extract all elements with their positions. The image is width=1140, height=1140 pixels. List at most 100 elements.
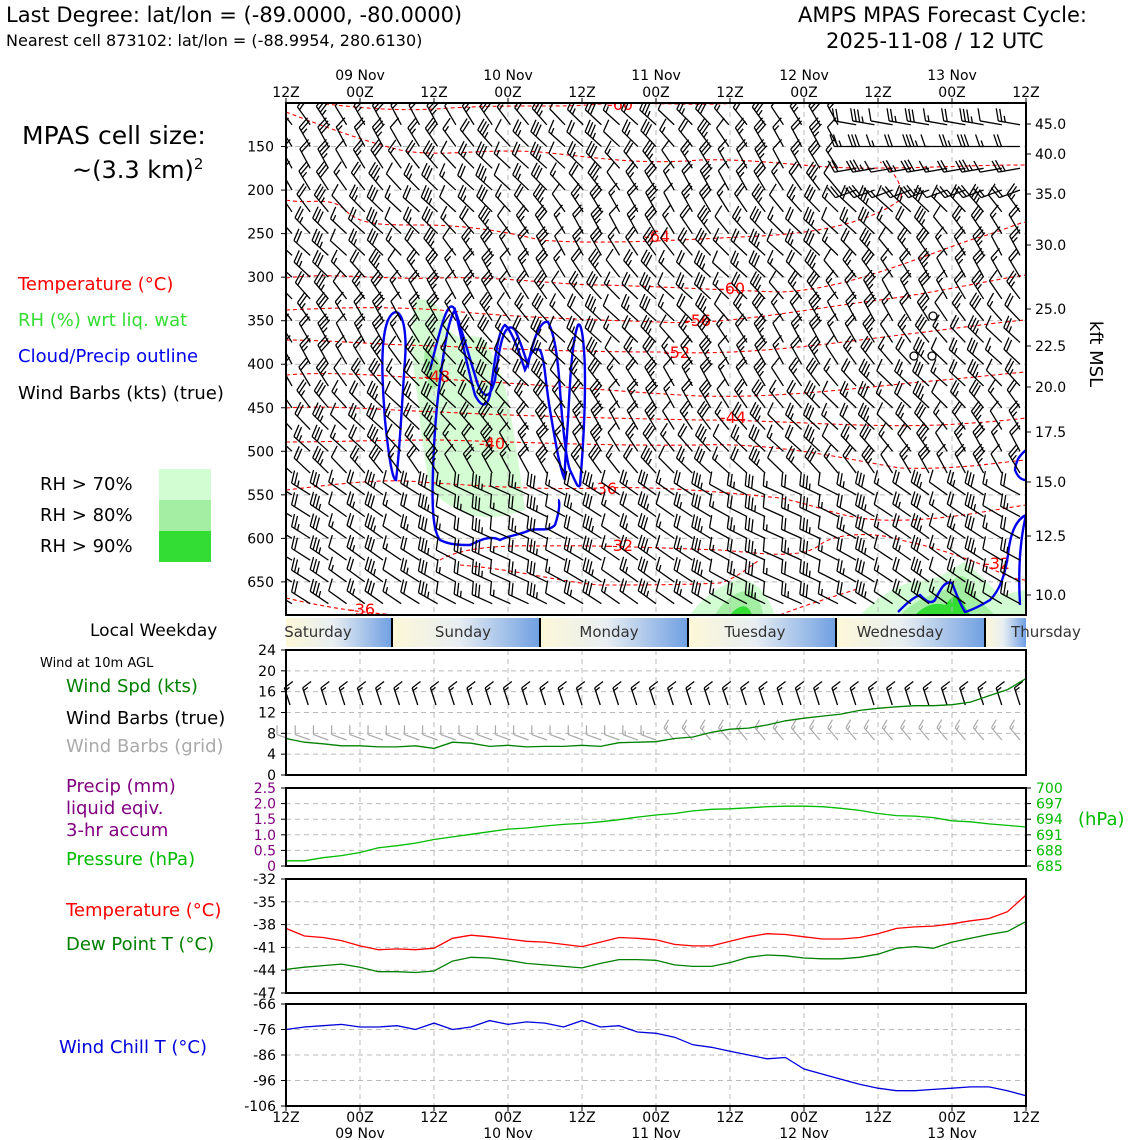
wind-barb: [767, 206, 784, 235]
wind-barb: [948, 359, 966, 387]
wind-barb: [948, 337, 966, 365]
wind-barb: [294, 205, 311, 235]
wind-barb: [582, 470, 602, 496]
wind-barb: [384, 184, 402, 213]
top-date-label: 10 Nov: [483, 68, 533, 84]
legend-sfc-temperature: Temperature (°C): [66, 900, 222, 921]
pressure-tick-label: 600: [247, 531, 274, 547]
wind-barb: [489, 538, 511, 561]
wind-barb: [619, 491, 639, 518]
wind-barb: [566, 315, 584, 343]
wind-barb: [312, 445, 329, 474]
wind-barb: [928, 534, 948, 561]
wind-barb: [309, 578, 329, 605]
wind-barb: [770, 291, 784, 322]
weekday-label: Local Weekday: [90, 621, 218, 641]
wind-barb: [366, 402, 384, 431]
wind-barb: [350, 161, 366, 191]
wind-barb: [999, 493, 1021, 518]
wind-barb: [497, 400, 511, 430]
wind-barb: [329, 424, 348, 452]
wind-barb: [405, 335, 420, 365]
wind-barb: [895, 205, 912, 235]
wind-barb: [512, 119, 530, 147]
wind-barb: [839, 206, 857, 235]
wind-barb: [315, 291, 329, 322]
wind-barb: [494, 725, 511, 741]
height-tick-label: 25.0: [1035, 302, 1066, 318]
wind-barb: [349, 445, 366, 474]
wind-barb: [603, 271, 621, 300]
panel-tick-label: -35: [253, 895, 276, 911]
temp-label: -48: [424, 367, 450, 386]
temp-label: -60: [719, 279, 745, 298]
wind-barb: [625, 161, 639, 191]
wind-barb: [673, 557, 693, 583]
wind-barb: [585, 140, 602, 169]
wind-barb: [785, 445, 803, 474]
wind-barb: [582, 557, 602, 583]
wind-barb: [708, 536, 730, 561]
wind-10m-title: Wind at 10m AGL: [40, 656, 154, 671]
wind-barb: [435, 493, 457, 518]
height-tick-label: 40.0: [1035, 147, 1066, 163]
wind-barb: [904, 681, 914, 706]
wind-barb: [726, 472, 748, 496]
wind-barb: [498, 422, 511, 452]
upper-pressure-axis: 150 200 250 300 350 400 450 500 550 600 650: [247, 140, 286, 591]
wind-barb: [588, 444, 602, 474]
wind-barb: [788, 161, 803, 191]
wind-barb: [772, 313, 784, 343]
wind-barb: [805, 357, 821, 387]
wind-barb: [535, 247, 549, 278]
legend-rh80: RH > 80%: [40, 505, 133, 526]
wind-barb: [366, 380, 384, 409]
wind-barb: [346, 578, 366, 605]
wind-barb: [602, 315, 621, 343]
wind-barb: [521, 681, 531, 706]
wind-barb: [517, 226, 530, 256]
wind-barb: [637, 534, 657, 561]
wind-barb: [424, 313, 439, 343]
wind-barb: [290, 513, 311, 539]
pressure-line: [286, 805, 1027, 862]
bottom-time-label: 00Z: [346, 1110, 373, 1126]
wind-barb: [993, 134, 1020, 148]
wind-barb: [780, 494, 802, 518]
wind-barb: [602, 119, 621, 148]
wind-barb: [680, 139, 693, 169]
wind-barb: [758, 681, 768, 706]
rh80-region: [424, 349, 442, 390]
wind-barb: [442, 117, 457, 147]
wind-barb: [840, 227, 857, 256]
wind-barb: [748, 424, 766, 452]
wind-barb: [717, 719, 730, 741]
wind-barb: [780, 560, 802, 583]
wind-barb: [625, 226, 639, 256]
wind-barb: [999, 536, 1021, 561]
wind-barb: [734, 117, 748, 147]
wind-barb: [529, 337, 548, 365]
wind-barb: [817, 493, 839, 518]
wind-barb: [435, 471, 457, 496]
wind-barb: [471, 472, 493, 496]
wind-barb: [607, 422, 621, 452]
wind-barb: [644, 204, 658, 234]
wind-barb: [734, 182, 748, 213]
panel-tick-label: -96: [253, 1074, 276, 1090]
wind-barb: [294, 271, 311, 300]
wind-barb: [526, 494, 548, 518]
wind-barb: [480, 226, 493, 256]
wind-barb: [387, 139, 402, 169]
wind-barb: [458, 725, 475, 741]
wind-barb: [606, 357, 621, 387]
wind-barb: [767, 445, 784, 474]
wind-barb: [744, 516, 766, 539]
wind-barb: [405, 139, 420, 169]
wind-barb: [566, 103, 584, 126]
wind-barb: [290, 579, 311, 605]
wind-barb: [673, 513, 693, 539]
wind-barb: [290, 535, 311, 561]
wind-barb: [346, 534, 366, 561]
temp-label: -60: [607, 95, 633, 114]
